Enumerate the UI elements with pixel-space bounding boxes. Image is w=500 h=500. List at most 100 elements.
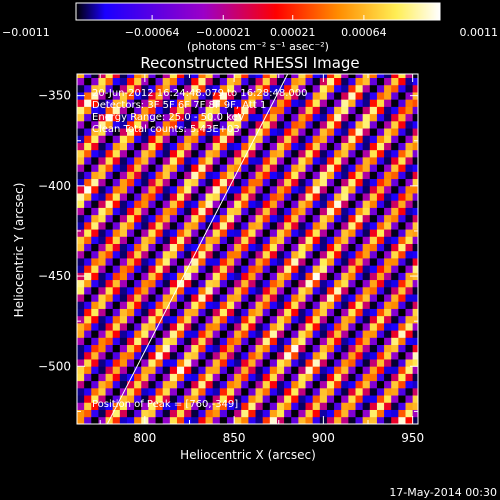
heatmap-cell	[312, 409, 321, 418]
heatmap-cell	[391, 84, 399, 93]
heatmap-cell	[155, 351, 164, 360]
heatmap-cell	[369, 77, 378, 86]
heatmap-cell	[248, 128, 256, 136]
heatmap-cell	[376, 120, 385, 129]
heatmap-cell	[269, 135, 278, 143]
heatmap-cell	[162, 214, 171, 223]
heatmap-cell	[141, 99, 149, 107]
heatmap-cell	[105, 279, 114, 288]
heatmap-cell	[98, 250, 106, 259]
heatmap-cell	[205, 380, 214, 389]
heatmap-cell	[312, 92, 321, 100]
heatmap-cell	[169, 366, 178, 374]
heatmap-cell	[84, 214, 92, 223]
heatmap-cell	[176, 128, 185, 136]
heatmap-cell	[319, 366, 328, 374]
heatmap-cell	[198, 84, 206, 93]
heatmap-cell	[77, 265, 85, 273]
heatmap-cell	[362, 178, 371, 187]
heatmap-cell	[91, 409, 99, 418]
heatmap-cell	[362, 387, 371, 396]
heatmap-cell	[291, 279, 299, 288]
heatmap-cell	[284, 106, 292, 115]
heatmap-cell	[376, 315, 385, 324]
heatmap-cell	[369, 171, 378, 180]
heatmap-cell	[148, 135, 156, 143]
heatmap-cell	[98, 236, 106, 244]
heatmap-cell	[362, 92, 371, 100]
heatmap-cell	[176, 200, 185, 208]
heatmap-cell	[219, 200, 228, 208]
heatmap-cell	[384, 380, 392, 389]
heatmap-cell	[112, 164, 121, 172]
heatmap-cell	[105, 106, 114, 115]
heatmap-cell	[369, 229, 378, 237]
heatmap-cell	[412, 229, 418, 237]
heatmap-cell	[398, 193, 406, 201]
heatmap-cell	[241, 279, 249, 288]
heatmap-cell	[219, 178, 228, 187]
heatmap-cell	[248, 416, 256, 424]
heatmap-cell	[105, 200, 114, 208]
heatmap-cell	[319, 135, 328, 143]
heatmap-cell	[134, 387, 142, 396]
heatmap-cell	[84, 279, 92, 288]
heatmap-cell	[198, 402, 206, 410]
heatmap-cell	[276, 409, 285, 418]
heatmap-cell	[77, 207, 85, 216]
heatmap-cell	[319, 92, 328, 100]
heatmap-cell	[298, 207, 306, 216]
heatmap-cell	[305, 416, 314, 424]
heatmap-cell	[262, 359, 271, 367]
heatmap-cell	[369, 120, 378, 129]
heatmap-cell	[162, 258, 171, 266]
heatmap-cell	[391, 279, 399, 288]
heatmap-cell	[141, 185, 149, 194]
heatmap-cell	[412, 301, 418, 309]
heatmap-cell	[384, 120, 392, 129]
heatmap-cell	[91, 286, 99, 295]
heatmap-cell	[155, 387, 164, 396]
heatmap-cell	[169, 380, 178, 389]
heatmap-cell	[241, 409, 249, 418]
heatmap-cell	[234, 294, 242, 302]
heatmap-cell	[341, 387, 349, 396]
heatmap-cell	[362, 301, 371, 309]
heatmap-cell	[398, 315, 406, 324]
annotation-energy: Energy Range: 25.0 - 50.0 keV	[92, 112, 245, 123]
heatmap-cell	[355, 178, 364, 187]
heatmap-cell	[191, 229, 199, 237]
heatmap-cell	[234, 351, 242, 360]
heatmap-cell	[119, 156, 128, 165]
heatmap-cell	[212, 294, 221, 302]
heatmap-cell	[305, 74, 314, 79]
heatmap-cell	[77, 84, 85, 93]
heatmap-cell	[191, 409, 199, 418]
heatmap-cell	[84, 200, 92, 208]
heatmap-cell	[362, 395, 371, 403]
heatmap-cell	[369, 128, 378, 136]
heatmap-cell	[355, 214, 364, 223]
heatmap-cell	[98, 164, 106, 172]
heatmap-cell	[212, 337, 221, 346]
heatmap-cell	[355, 113, 364, 122]
heatmap-cell	[169, 330, 178, 338]
heatmap-cell	[262, 128, 271, 136]
heatmap-cell	[376, 207, 385, 216]
heatmap-cell	[219, 279, 228, 288]
heatmap-cell	[398, 322, 406, 331]
heatmap-cell	[291, 229, 299, 237]
heatmap-cell	[319, 265, 328, 273]
heatmap-cell	[248, 366, 256, 374]
heatmap-cell	[398, 135, 406, 143]
heatmap-cell	[91, 359, 99, 367]
heatmap-cell	[334, 337, 342, 346]
heatmap-cell	[298, 200, 306, 208]
heatmap-cell	[326, 229, 335, 237]
heatmap-cell	[198, 351, 206, 360]
heatmap-cell	[384, 185, 392, 194]
heatmap-cell	[398, 344, 406, 353]
heatmap-cell	[355, 359, 364, 367]
heatmap-cell	[305, 128, 314, 136]
heatmap-cell	[405, 207, 414, 216]
